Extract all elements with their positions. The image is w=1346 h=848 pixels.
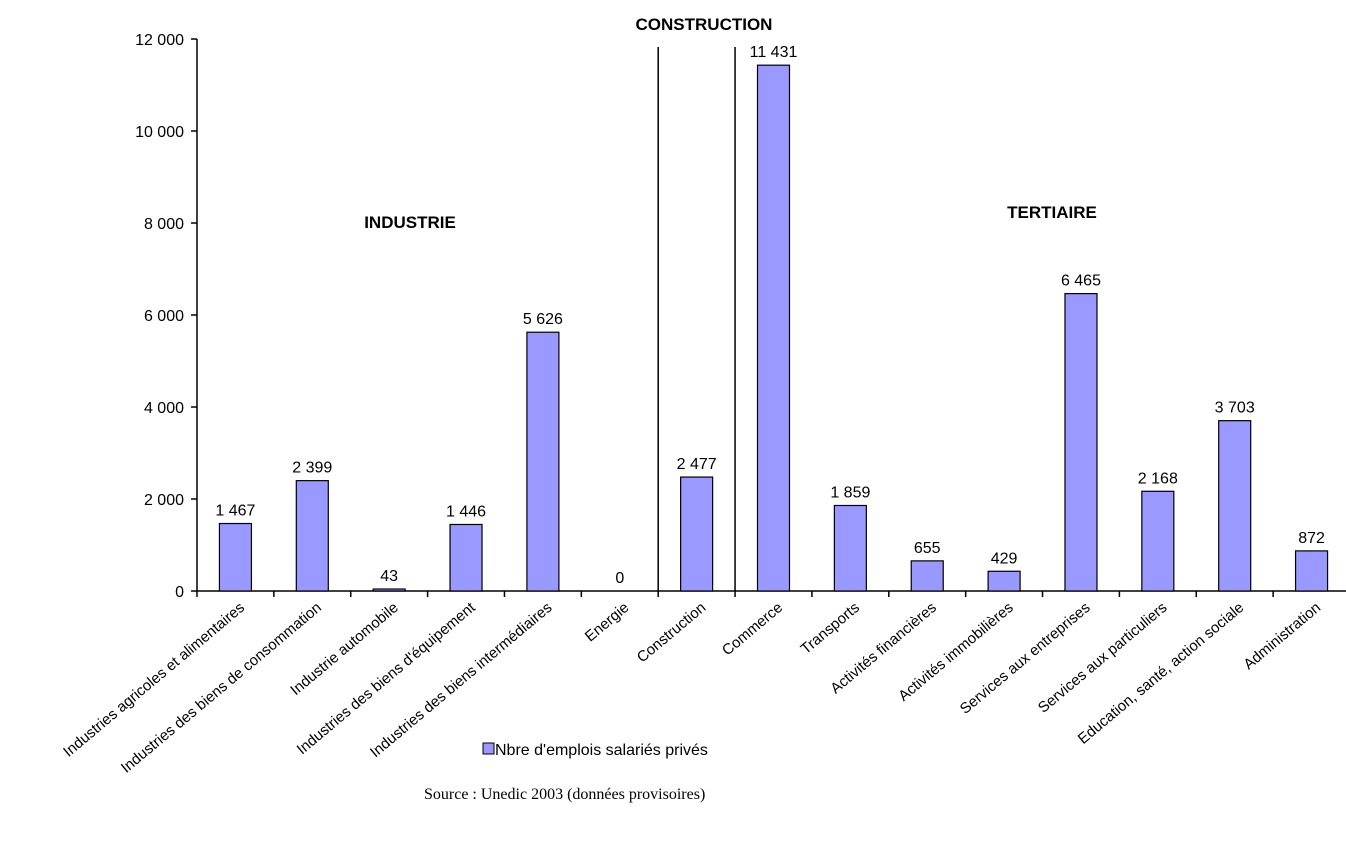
bar [449,523,483,592]
sector-label-tertiaire: TERTIAIRE [1007,203,1097,222]
data-label: 0 [615,570,624,587]
data-label: 43 [380,568,398,585]
bar [1294,550,1329,592]
data-label: 2 477 [677,456,717,473]
x-tick-label: Commerce [719,599,786,659]
bar [218,522,253,592]
data-label: 1 859 [830,484,870,501]
data-label: 872 [1298,530,1325,547]
x-tick-label: Services aux entreprises [957,599,1094,718]
bar [910,560,944,592]
data-label: 11 431 [750,44,798,61]
data-label: 6 465 [1061,273,1101,290]
sector-separators [657,47,736,591]
legend-label: Nbre d'emplois salariés privés [495,742,708,759]
legend: Nbre d'emplois salariés privés [482,742,708,759]
bars [218,64,1329,592]
bar [1218,420,1252,592]
data-label: 655 [914,540,941,557]
sector-label-construction: CONSTRUCTION [636,15,773,34]
y-tick-label: 8 000 [144,216,184,233]
data-label: 429 [991,550,1018,567]
bar [756,64,791,592]
data-label: 2 168 [1138,470,1178,487]
bar [372,588,406,592]
y-tick-label: 10 000 [135,124,184,141]
bar [680,476,714,592]
data-label: 3 703 [1215,400,1255,417]
data-label: 2 399 [292,460,332,477]
y-tick-label: 4 000 [144,400,184,417]
source-note: Source : Unedic 2003 (données provisoire… [424,786,705,803]
bar [833,504,867,592]
data-label: 1 446 [446,503,486,520]
bar [295,480,329,592]
data-labels: 1 467 2 399 43 1 446 5 626 0 2 477 11 431 1 859 6… [215,44,1325,587]
bar [1064,293,1098,592]
sector-labels: INDUSTRIE CONSTRUCTION TERTIAIRE [364,15,1097,232]
bar [526,331,560,592]
x-tick-label: Construction [634,599,709,666]
legend-swatch [482,742,495,755]
bar [987,570,1021,592]
y-tick-label: 2 000 [144,492,184,509]
x-tick-label: Administration [1240,599,1324,673]
x-tick-label: Education, santé, action sociale [1075,599,1248,748]
y-tick-label: 6 000 [144,308,184,325]
x-tick-label: Transports [798,599,863,658]
x-tick-label: Services aux particuliers [1035,599,1170,717]
bar [1141,490,1175,592]
data-label: 5 626 [523,311,563,328]
y-tick-label: 0 [175,584,184,601]
x-tick-label: Energie [582,599,633,645]
data-label: 1 467 [215,503,255,520]
sector-label-industrie: INDUSTRIE [364,213,456,232]
y-tick-label: 12 000 [135,32,184,49]
